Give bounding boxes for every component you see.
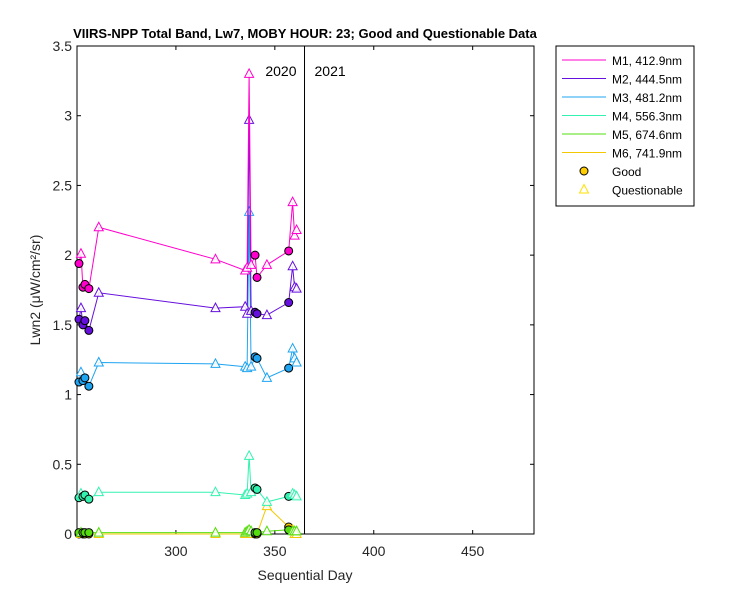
good-point (80, 316, 90, 326)
questionable-point (291, 282, 302, 293)
y-axis-label: Lwn2 (μW/cm²/sr) (27, 235, 43, 346)
questionable-point (243, 449, 255, 460)
questionable-point (287, 260, 298, 271)
questionable-point (289, 229, 300, 240)
questionable-point (210, 302, 221, 313)
good-point (84, 284, 94, 294)
good-point (84, 494, 94, 504)
legend: M1, 412.9nm M2, 444.5nm M3, 481.2nm M4, 556… (555, 45, 695, 207)
y-tick-label: 1 (64, 387, 72, 403)
x-tick-label: 350 (263, 543, 287, 559)
x-tick-label: 300 (164, 543, 188, 559)
questionable-point (75, 302, 87, 313)
good-point (84, 528, 94, 538)
legend-label: Questionable (612, 184, 683, 198)
legend-marker-good (579, 166, 589, 176)
legend-label: M5, 674.6nm (612, 128, 682, 142)
good-point (84, 381, 94, 391)
questionable-point (291, 223, 302, 235)
y-tick-label: 0.5 (53, 456, 73, 472)
questionable-point (261, 258, 273, 269)
good-point (252, 309, 262, 319)
legend-label: M6, 741.9nm (612, 147, 682, 161)
good-point (74, 259, 84, 269)
good-point (284, 298, 294, 308)
legend-marker-questionable (578, 183, 590, 194)
questionable-point (210, 357, 221, 368)
questionable-point (243, 67, 255, 78)
questionable-point (245, 360, 257, 371)
questionable-point (93, 486, 105, 497)
good-point (284, 246, 294, 256)
questionable-point (93, 356, 105, 367)
y-tick-label: 2.5 (53, 177, 73, 193)
y-tick-label: 3.5 (53, 38, 73, 54)
questionable-point (210, 253, 221, 264)
good-point (250, 250, 260, 260)
year-label-left: 2020 (265, 63, 296, 79)
y-tick-label: 3 (64, 108, 72, 124)
good-point (252, 484, 262, 494)
questionable-point (239, 300, 251, 311)
good-point (80, 373, 90, 383)
year-label-right: 2021 (315, 63, 346, 79)
questionable-point (287, 342, 298, 353)
legend-label: M4, 556.3nm (612, 110, 682, 124)
x-tick-label: 400 (362, 543, 386, 559)
questionable-point (261, 371, 273, 382)
questionable-point (261, 495, 273, 506)
questionable-point (243, 205, 255, 216)
good-point (252, 272, 262, 282)
questionable-point (93, 526, 105, 537)
questionable-point (261, 525, 273, 536)
plot-area: 0 0.5 1 1.5 2 2.5 3 3.5 300 350 400 450 2020 2021 (53, 38, 535, 559)
questionable-point (245, 258, 257, 269)
questionable-point (291, 525, 302, 536)
legend-label: M3, 481.2nm (612, 91, 682, 105)
questionable-point (93, 221, 105, 232)
y-tick-label: 1.5 (53, 317, 73, 333)
legend-label: Good (612, 165, 641, 179)
chart-title: VIIRS-NPP Total Band, Lw7, MOBY HOUR: 23… (73, 26, 537, 41)
questionable-point (291, 490, 302, 501)
good-point (284, 363, 294, 373)
legend-label: M1, 412.9nm (612, 54, 682, 68)
questionable-point (210, 526, 221, 537)
x-axis-label: Sequential Day (258, 567, 353, 583)
questionable-point (261, 309, 273, 320)
legend-label: M2, 444.5nm (612, 73, 682, 87)
good-point (252, 528, 262, 538)
x-tick-label: 450 (461, 543, 485, 559)
questionable-point (75, 247, 87, 258)
questionable-point (287, 196, 298, 207)
axes-box (76, 45, 535, 535)
good-point (252, 353, 262, 363)
questionable-point (210, 486, 221, 497)
y-tick-label: 0 (64, 526, 72, 542)
questionable-point (93, 286, 105, 297)
questionable-point (291, 356, 302, 367)
good-point (84, 325, 94, 335)
y-tick-label: 2 (64, 247, 72, 263)
legend-box (555, 45, 695, 207)
